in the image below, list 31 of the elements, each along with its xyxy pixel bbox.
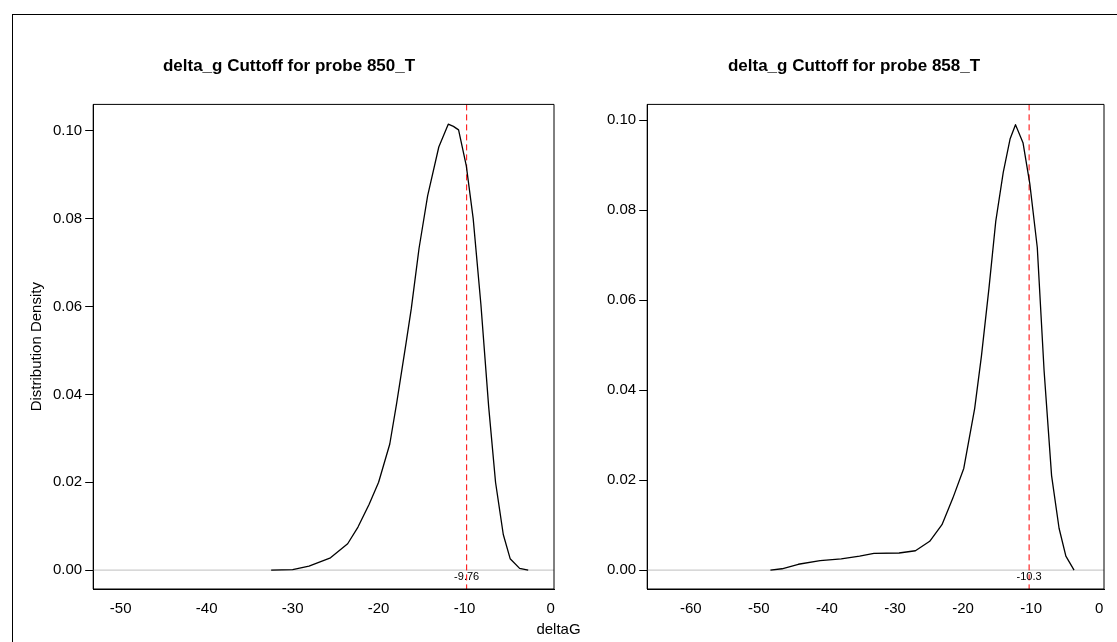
y-tick-label: 0.02 bbox=[606, 470, 637, 488]
x-tick-label: -30 bbox=[281, 599, 304, 617]
ref-line-label: -10.3 bbox=[1016, 569, 1042, 582]
x-tick-label: -10 bbox=[453, 599, 476, 617]
y-tick-label: 0.08 bbox=[606, 200, 637, 218]
y-tick-label: 0.04 bbox=[606, 380, 637, 398]
y-tick-label: 0.06 bbox=[52, 296, 83, 314]
x-tick-label: -20 bbox=[367, 599, 390, 617]
y-tick-label: 0.04 bbox=[52, 384, 83, 402]
y-axis-title: Distribution Density bbox=[27, 281, 45, 412]
ref-line-label: -9.76 bbox=[454, 569, 480, 582]
x-tick-label: -50 bbox=[748, 599, 770, 617]
y-tick-label: 0.10 bbox=[52, 120, 83, 138]
y-tick-label: 0.00 bbox=[52, 560, 83, 578]
chart-title: delta_g Cuttoff for probe 850_T bbox=[162, 55, 416, 75]
x-tick-label: -40 bbox=[195, 599, 218, 617]
y-tick-label: 0.08 bbox=[52, 208, 83, 226]
y-tick-label: 0.06 bbox=[606, 290, 637, 308]
y-tick-label: 0.02 bbox=[52, 472, 83, 490]
x-tick-label: -30 bbox=[884, 599, 906, 617]
x-tick-label: -50 bbox=[109, 599, 132, 617]
y-tick-label: 0.00 bbox=[606, 560, 637, 578]
x-tick-label: -20 bbox=[952, 599, 974, 617]
x-axis-title: deltaG bbox=[535, 620, 582, 637]
x-tick-label: -40 bbox=[816, 599, 838, 617]
x-tick-label: 0 bbox=[546, 599, 555, 617]
y-tick-label: 0.10 bbox=[606, 110, 637, 128]
chart-title: delta_g Cuttoff for probe 858_T bbox=[727, 55, 981, 75]
x-tick-label: 0 bbox=[1095, 599, 1104, 617]
x-tick-label: -10 bbox=[1020, 599, 1042, 617]
x-tick-label: -60 bbox=[679, 599, 702, 617]
